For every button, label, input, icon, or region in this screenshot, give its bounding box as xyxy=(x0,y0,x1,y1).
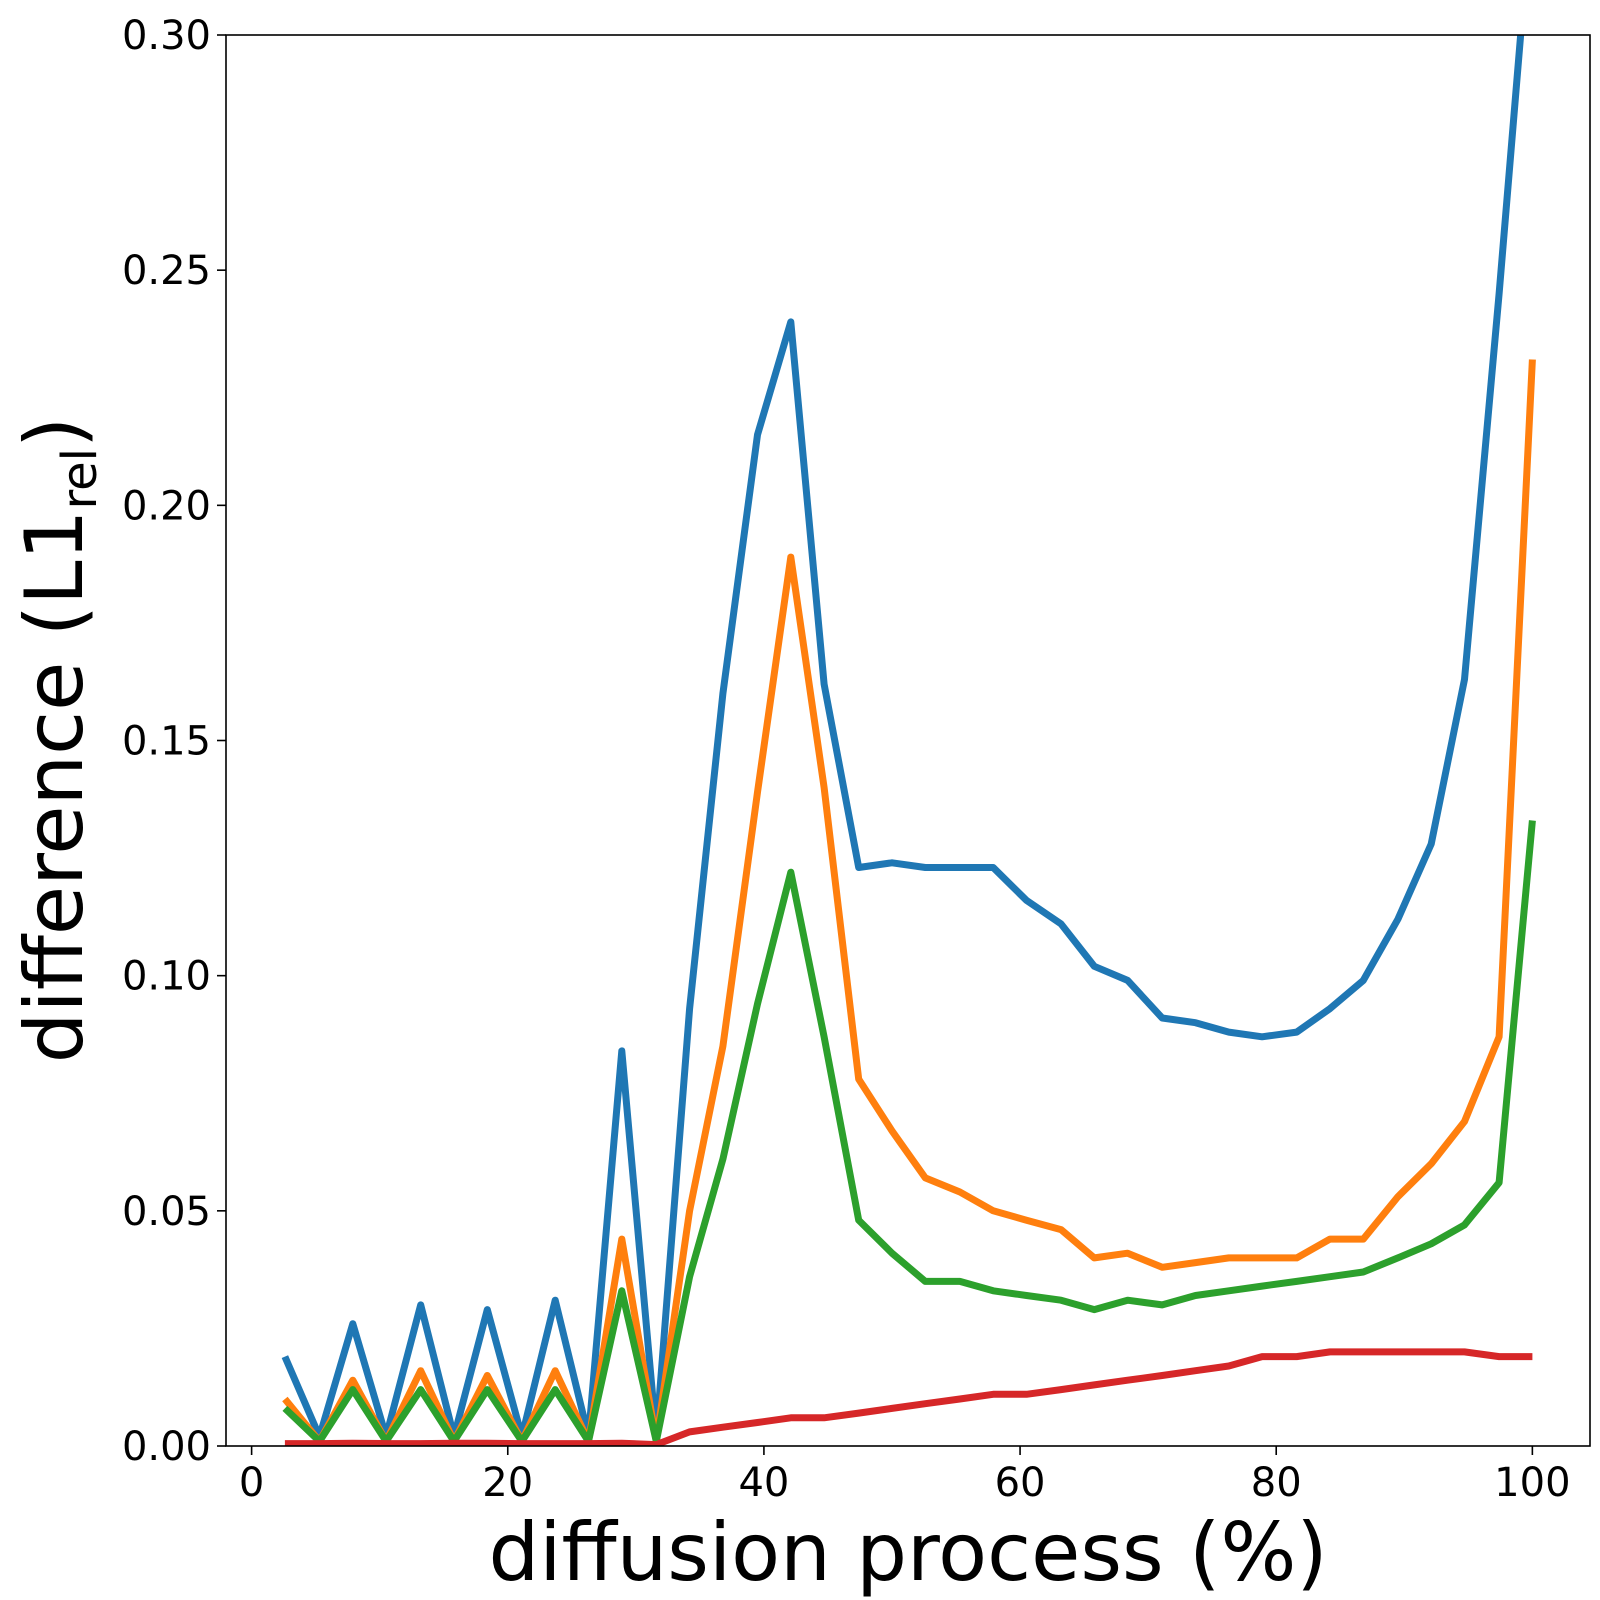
series-line-1 xyxy=(281,35,1525,1441)
series-layer xyxy=(281,35,1536,1446)
plot-frame xyxy=(225,34,1591,1447)
x-axis-title: diffusion process (%) xyxy=(488,1506,1327,1599)
series-line-3 xyxy=(282,820,1536,1445)
series-line-4 xyxy=(284,1348,1533,1446)
y-axis-title-main: difference (L1 xyxy=(8,510,101,1064)
y-tick-label: 0.10 xyxy=(122,954,211,1000)
x-tick-label: 100 xyxy=(1494,1460,1570,1506)
y-tick-label: 0.05 xyxy=(122,1189,211,1235)
y-axis-title: difference (L1rel) xyxy=(8,417,108,1063)
x-tick-label: 20 xyxy=(482,1460,533,1506)
y-axis-title-subscript: rel xyxy=(52,448,108,510)
y-tick-label: 0.15 xyxy=(122,719,211,765)
y-tick-label: 0.25 xyxy=(122,248,211,294)
x-tick-label: 40 xyxy=(738,1460,789,1506)
ticks-layer: 0 20 40 60 80 100 0.00 0.05 0.10 0.15 0.20 0.25 0.30 xyxy=(122,13,1571,1506)
x-tick-label: 80 xyxy=(1251,1460,1302,1506)
series-line-2 xyxy=(282,359,1536,1445)
y-tick-label: 0.00 xyxy=(122,1424,211,1470)
y-tick-label: 0.20 xyxy=(122,483,211,529)
y-tick-label: 0.30 xyxy=(122,13,211,59)
x-tick-label: 60 xyxy=(995,1460,1046,1506)
x-tick-label: 0 xyxy=(239,1460,264,1506)
y-axis-title-close: ) xyxy=(8,417,101,448)
